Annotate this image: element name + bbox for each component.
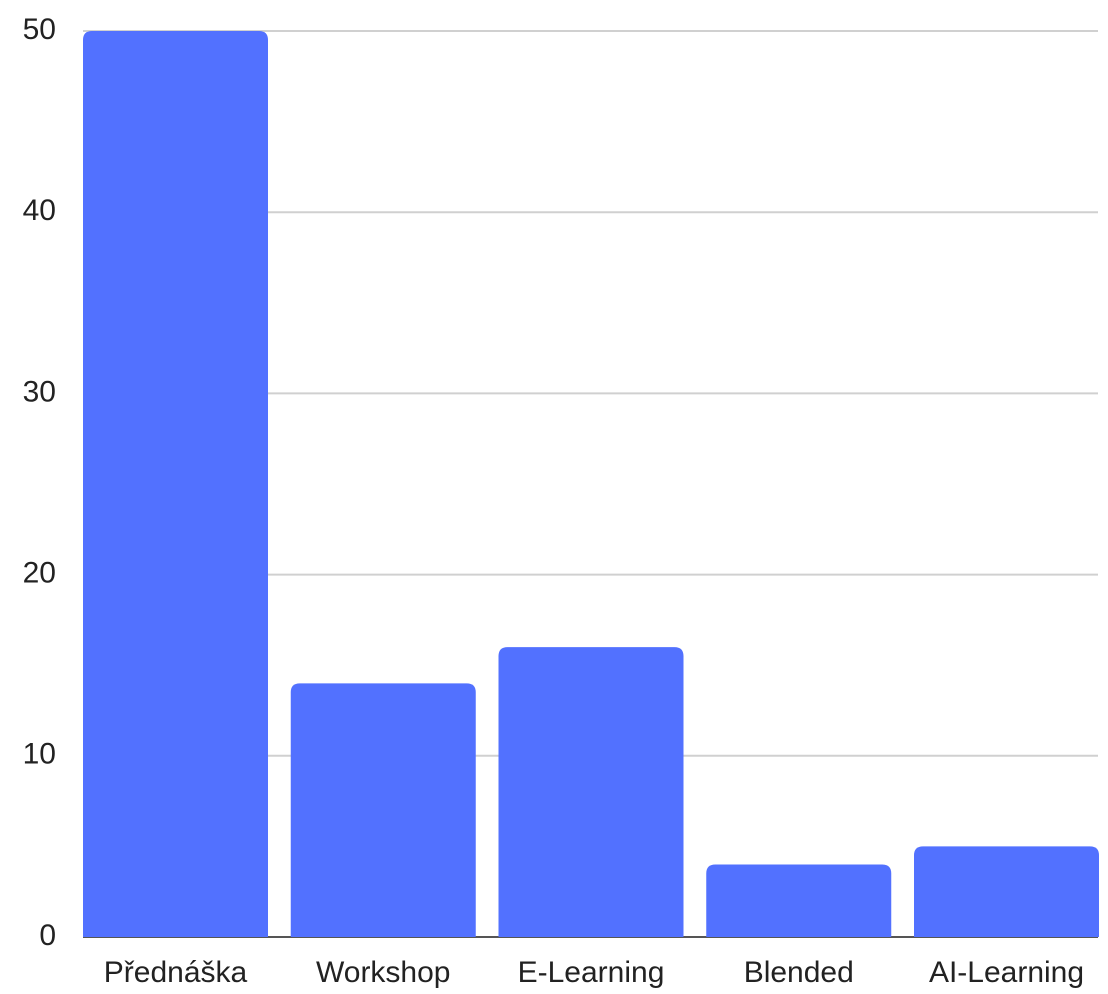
y-tick-label: 0 [39, 919, 56, 952]
y-tick-label: 20 [23, 557, 56, 590]
x-tick-label: E-Learning [518, 956, 665, 989]
y-tick-label: 50 [23, 13, 56, 46]
bar [914, 846, 1099, 937]
bar [290, 683, 476, 937]
bar [498, 647, 684, 937]
y-tick-label: 40 [23, 194, 56, 227]
y-tick-label: 30 [23, 375, 56, 408]
x-tick-label: AI-Learning [929, 956, 1084, 989]
x-tick-label: Blended [744, 956, 854, 989]
bar [706, 864, 892, 937]
y-tick-label: 10 [23, 738, 56, 771]
x-tick-label: Workshop [316, 956, 451, 989]
bar [83, 31, 268, 937]
x-tick-label: Přednáška [104, 956, 248, 989]
